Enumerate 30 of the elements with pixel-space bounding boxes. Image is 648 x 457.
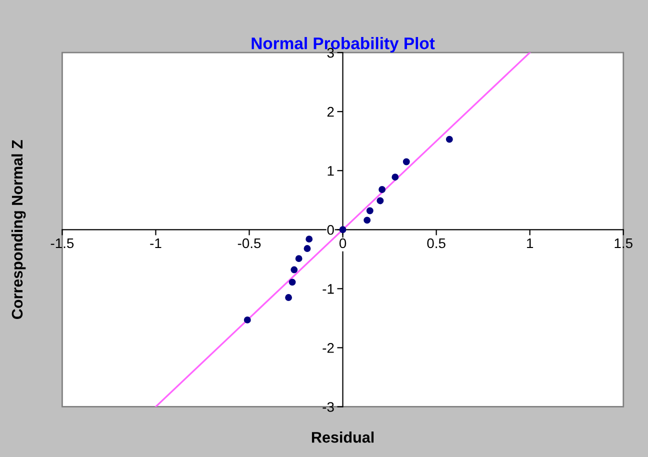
point xyxy=(339,226,346,234)
y-tick-label: -3 xyxy=(322,402,334,412)
point xyxy=(446,136,453,143)
point xyxy=(244,316,251,324)
x-tick-label: -0.5 xyxy=(238,238,261,248)
point xyxy=(392,174,399,181)
x-axis-title: Residual xyxy=(312,432,374,443)
point xyxy=(285,294,292,301)
y-axis-title: Corresponding Normal Z xyxy=(11,140,26,319)
x-tick-label: -1 xyxy=(150,238,162,248)
y-tick-label: 0 xyxy=(327,224,334,235)
x-tick-label: 1.5 xyxy=(614,238,632,248)
point xyxy=(290,266,298,274)
point xyxy=(306,236,313,243)
y-tick-label: -2 xyxy=(322,343,334,353)
x-tick-label: 0 xyxy=(339,238,346,248)
point xyxy=(288,278,296,286)
point xyxy=(295,255,302,262)
y-tick-label: 1 xyxy=(328,166,334,176)
point xyxy=(376,197,384,204)
y-tick-label: 2 xyxy=(327,106,334,117)
y-tick-label: -1 xyxy=(322,284,334,294)
point xyxy=(304,245,311,252)
x-tick-label: -1.5 xyxy=(50,238,74,248)
point xyxy=(402,158,410,166)
point xyxy=(378,186,386,193)
x-tick-label: 0.5 xyxy=(427,238,446,248)
point xyxy=(366,207,374,214)
point xyxy=(364,216,371,224)
x-tick-label: 1 xyxy=(527,238,534,248)
